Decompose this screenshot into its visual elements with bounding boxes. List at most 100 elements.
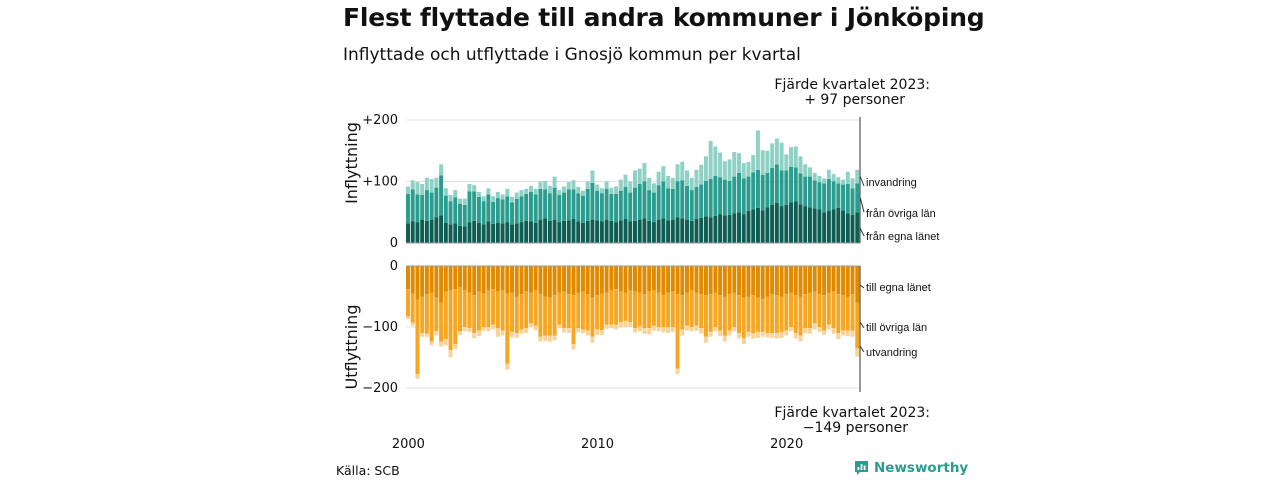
bar-out-0-69: [732, 266, 737, 293]
bar-out-0-59: [685, 266, 689, 293]
bar-in-0-15: [476, 222, 481, 243]
bar-out-1-3: [420, 296, 425, 334]
bar-out-0-58: [680, 266, 685, 296]
bar-out-2-71: [741, 337, 746, 345]
bar-in-2-35: [571, 180, 576, 190]
bar-out-0-80: [784, 266, 789, 295]
bar-in-2-90: [831, 174, 836, 182]
bar-in-1-25: [524, 193, 529, 221]
bar-in-1-67: [722, 179, 727, 216]
bar-out-1-20: [500, 290, 505, 331]
bar-in-0-86: [812, 208, 817, 243]
bar-out-2-30: [547, 335, 552, 342]
bar-out-1-91: [836, 294, 841, 334]
bar-in-0-65: [713, 215, 718, 243]
bar-in-2-43: [609, 187, 614, 194]
bar-out-1-7: [439, 302, 444, 342]
bar-in-0-71: [741, 214, 746, 243]
bar-out-2-73: [751, 333, 756, 339]
bar-out-1-86: [812, 291, 817, 324]
brand-logo: Newsworthy: [854, 460, 968, 476]
bar-out-2-5: [429, 341, 434, 346]
bar-out-2-9: [448, 350, 453, 358]
bar-in-1-85: [807, 176, 812, 208]
bar-in-1-87: [817, 182, 822, 210]
x-tick-0: 2000: [392, 437, 425, 452]
bar-out-1-4: [424, 294, 429, 334]
bar-out-0-17: [486, 266, 491, 291]
bar-out-1-75: [760, 298, 765, 332]
bar-in-1-76: [765, 172, 770, 208]
bar-out-1-14: [472, 295, 477, 334]
bar-out-1-40: [595, 295, 600, 330]
bar-in-1-75: [760, 174, 765, 211]
bar-out-1-28: [538, 294, 543, 337]
bar-in-1-94: [850, 188, 855, 215]
bar-in-2-41: [599, 188, 604, 194]
bar-in-0-92: [841, 210, 846, 243]
bar-out-1-74: [755, 297, 760, 332]
bar-out-0-2: [415, 266, 420, 300]
bar-in-1-0: [406, 193, 410, 224]
bar-out-0-18: [491, 266, 496, 290]
bar-in-2-14: [472, 185, 477, 192]
bar-in-0-48: [633, 220, 637, 243]
bar-in-1-51: [647, 190, 652, 221]
bar-in-2-65: [713, 146, 718, 176]
bar-out-2-16: [481, 327, 486, 331]
bar-in-1-69: [732, 176, 737, 214]
bar-out-2-39: [590, 336, 595, 343]
bar-in-2-53: [656, 171, 661, 186]
bar-out-0-32: [557, 266, 562, 293]
bar-in-0-78: [774, 203, 779, 243]
bar-in-2-85: [807, 167, 812, 177]
bar-in-0-95: [855, 212, 860, 243]
bar-out-2-20: [500, 330, 505, 336]
bar-out-2-45: [618, 322, 623, 328]
bar-out-0-92: [841, 266, 846, 296]
bar-out-1-90: [831, 291, 836, 329]
bar-in-2-19: [495, 191, 500, 199]
bar-in-0-12: [462, 226, 467, 243]
bar-out-0-52: [651, 266, 656, 291]
y-label-outflow: Utflyttning: [342, 305, 361, 390]
bar-in-2-0: [406, 186, 410, 194]
bar-out-1-36: [576, 292, 581, 329]
bar-out-1-89: [826, 292, 831, 325]
bar-out-2-90: [831, 328, 836, 334]
bar-out-2-61: [694, 325, 699, 331]
labels: Inflyttning Utflyttning Fjärde kvartalet…: [342, 77, 939, 436]
bar-out-1-92: [841, 295, 846, 331]
bar-in-0-46: [623, 219, 628, 243]
bar-out-2-44: [614, 324, 619, 330]
bar-in-1-39: [590, 182, 595, 220]
bar-out-0-55: [666, 266, 671, 293]
bar-out-2-58: [680, 329, 685, 336]
bar-out-2-6: [434, 331, 439, 336]
label-utvandring: utvandring: [866, 347, 917, 359]
bar-in-2-64: [708, 140, 713, 180]
bar-in-2-73: [751, 155, 756, 173]
bar-in-0-49: [637, 219, 642, 243]
bar-out-0-22: [510, 266, 515, 293]
bar-in-1-73: [751, 172, 756, 210]
bar-out-2-23: [514, 333, 519, 338]
bar-in-2-57: [675, 164, 680, 182]
bar-out-0-53: [656, 266, 661, 293]
bar-in-0-81: [789, 202, 794, 243]
bar-out-2-7: [439, 341, 444, 347]
bar-in-2-71: [741, 163, 746, 179]
bar-in-1-29: [543, 189, 548, 219]
bar-in-2-81: [789, 147, 794, 167]
bar-out-2-27: [533, 325, 538, 331]
bar-out-1-35: [571, 295, 576, 345]
bar-out-2-35: [571, 344, 576, 350]
bar-in-1-46: [623, 187, 628, 220]
bar-out-0-47: [628, 266, 633, 291]
bar-in-2-29: [543, 180, 548, 190]
bar-out-1-2: [415, 299, 420, 374]
bar-out-1-68: [727, 294, 732, 331]
bar-in-2-33: [562, 186, 567, 193]
bar-in-2-42: [604, 181, 609, 189]
bar-out-2-65: [713, 327, 718, 332]
